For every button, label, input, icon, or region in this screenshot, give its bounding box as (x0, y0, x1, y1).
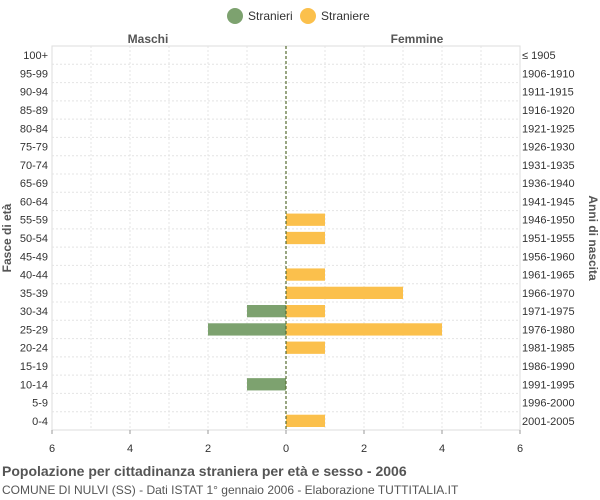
legend-item-stranieri: Stranieri (227, 6, 293, 26)
age-group-label: 60-64 (20, 196, 48, 208)
legend-swatch-straniere (300, 8, 316, 24)
y-axis-title-right: Anni di nascita (586, 195, 600, 281)
age-group-label: 65-69 (20, 178, 48, 190)
chart-subtitle: COMUNE DI NULVI (SS) - Dati ISTAT 1° gen… (2, 483, 459, 497)
x-tick-label: 6 (517, 443, 523, 455)
birth-year-label: 1946-1950 (522, 215, 575, 227)
birth-year-label: 1951-1955 (522, 233, 575, 245)
x-tick-label: 6 (49, 443, 55, 455)
bar-straniere-30-34 (286, 305, 325, 318)
bar-stranieri-30-34 (247, 305, 286, 318)
bar-straniere-55-59 (286, 213, 325, 226)
x-tick-label: 0 (283, 443, 289, 455)
bar-straniere-25-29 (286, 323, 442, 336)
chart-title: Popolazione per cittadinanza straniera p… (2, 463, 407, 479)
legend-item-straniere: Straniere (300, 6, 370, 26)
birth-year-label: 1966-1970 (522, 288, 575, 300)
age-group-label: 50-54 (20, 233, 48, 245)
population-pyramid-chart: Maschi Femmine 100+ ≤ 1905 95-99 1906-1910 90-… (0, 32, 600, 455)
age-group-label: 70-74 (20, 160, 48, 172)
age-group-label: 75-79 (20, 142, 48, 154)
bar-stranieri-25-29 (208, 323, 286, 336)
birth-year-label: 1976-1980 (522, 324, 575, 336)
birth-year-label: 1956-1960 (522, 251, 575, 263)
age-group-label: 25-29 (20, 324, 48, 336)
legend-label-stranieri: Stranieri (248, 9, 293, 23)
age-group-label: 95-99 (20, 68, 48, 80)
legend-label-straniere: Straniere (321, 9, 370, 23)
age-group-label: 5-9 (32, 398, 48, 410)
legend: Stranieri Straniere (0, 6, 600, 26)
x-tick-label: 2 (361, 443, 367, 455)
birth-year-label: 1971-1975 (522, 306, 575, 318)
age-group-label: 40-44 (20, 270, 48, 282)
header-maschi: Maschi (128, 32, 169, 46)
bar-stranieri-10-14 (247, 378, 286, 391)
x-tick-label: 4 (439, 443, 445, 455)
age-group-label: 15-19 (20, 361, 48, 373)
bar-straniere-40-44 (286, 268, 325, 281)
birth-year-label: 1921-1925 (522, 123, 575, 135)
bar-straniere-35-39 (286, 286, 403, 299)
age-group-label: 0-4 (32, 416, 48, 428)
birth-year-label: 1991-1995 (522, 379, 575, 391)
birth-year-label: 1916-1920 (522, 105, 575, 117)
birth-year-label: 1906-1910 (522, 68, 575, 80)
age-group-label: 45-49 (20, 251, 48, 263)
age-group-label: 30-34 (20, 306, 48, 318)
legend-swatch-stranieri (227, 8, 243, 24)
birth-year-label: 1941-1945 (522, 196, 575, 208)
birth-year-label: ≤ 1905 (522, 50, 556, 62)
x-tick-label: 4 (127, 443, 133, 455)
age-group-label: 20-24 (20, 343, 48, 355)
age-group-label: 55-59 (20, 215, 48, 227)
bar-straniere-50-54 (286, 231, 325, 245)
age-group-label: 100+ (23, 50, 48, 62)
birth-year-label: 1936-1940 (522, 178, 575, 190)
age-group-label: 90-94 (20, 87, 48, 99)
birth-year-label: 1931-1935 (522, 160, 575, 172)
age-group-label: 80-84 (20, 123, 48, 135)
birth-year-label: 1926-1930 (522, 142, 575, 154)
y-axis-title-left: Fasce di età (0, 203, 14, 272)
header-femmine: Femmine (391, 32, 444, 46)
birth-year-label: 1996-2000 (522, 398, 575, 410)
age-group-label: 10-14 (20, 379, 48, 391)
birth-year-label: 1961-1965 (522, 270, 575, 282)
birth-year-label: 2001-2005 (522, 416, 575, 428)
bar-straniere-0-4 (286, 414, 325, 427)
birth-year-label: 1986-1990 (522, 361, 575, 373)
age-group-label: 85-89 (20, 105, 48, 117)
birth-year-label: 1981-1985 (522, 343, 575, 355)
bar-straniere-20-24 (286, 341, 325, 354)
age-group-label: 35-39 (20, 288, 48, 300)
birth-year-label: 1911-1915 (522, 87, 574, 99)
x-tick-label: 2 (205, 443, 211, 455)
